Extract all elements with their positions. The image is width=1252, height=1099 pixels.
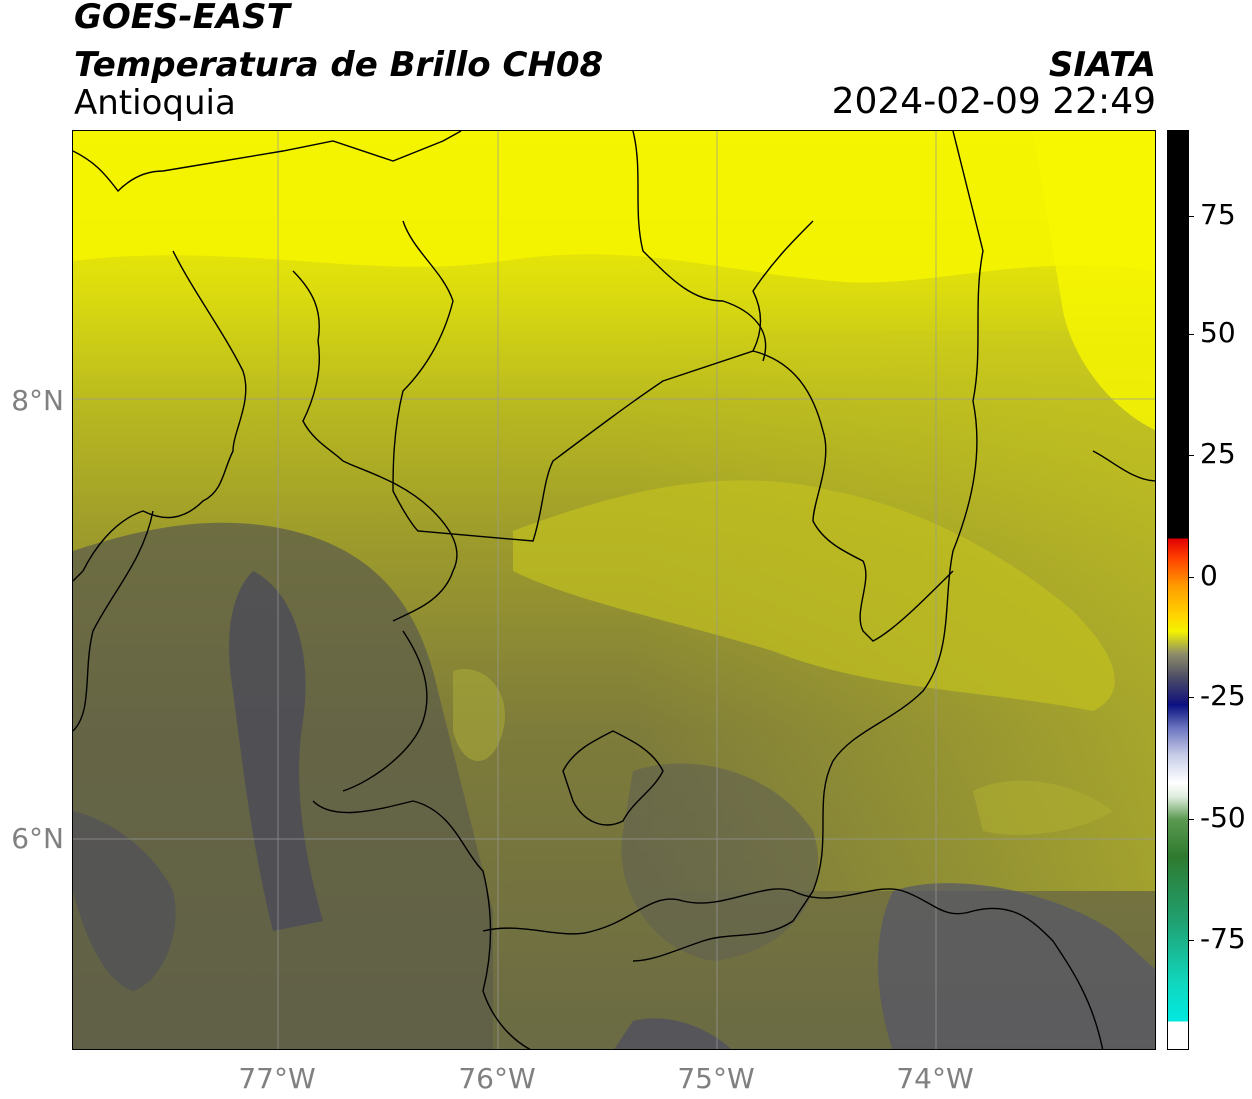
colorbar-tick (1188, 216, 1194, 217)
lon-tick-label: 77°W (238, 1062, 316, 1095)
magdalena-border (632, 131, 984, 962)
chocó-river (73, 510, 154, 732)
colorbar-tick (1188, 455, 1194, 456)
colorbar-tick (1188, 577, 1194, 578)
temperature-field (73, 131, 1155, 1049)
colorbar-tick-label: 0 (1200, 559, 1218, 592)
gulf-uraba-east (292, 270, 458, 622)
lon-tick-label: 75°W (677, 1062, 755, 1095)
boundary-lines (73, 131, 1155, 1049)
map-panel[interactable] (72, 130, 1156, 1050)
medellin-area (562, 730, 664, 826)
colorbar-tick-label: 50 (1200, 316, 1236, 349)
grid-lines (73, 131, 1155, 1049)
southern-border (312, 800, 531, 1049)
department-border-east (752, 350, 954, 642)
colorbar-tick (1188, 819, 1194, 820)
region-label: Antioquia (74, 83, 236, 123)
lat-tick-label: 8°N (11, 384, 64, 417)
coastline-caribbean (73, 131, 462, 193)
satellite-title: GOES-EAST (74, 0, 290, 37)
colorbar-tick-label: -75 (1200, 922, 1246, 955)
central-outline (342, 630, 428, 792)
colorbar-tick (1188, 940, 1194, 941)
organization-label: SIATA (1048, 45, 1156, 85)
coastline-uraba (73, 250, 247, 582)
east-coast-river (1092, 450, 1155, 482)
colorbar-tick (1188, 334, 1194, 335)
colorbar-tick-label: 75 (1200, 198, 1236, 231)
colorbar-tick-label: -25 (1200, 679, 1246, 712)
temperature-colorbar (1167, 130, 1189, 1050)
colorbar-tick-label: -50 (1200, 801, 1246, 834)
timestamp-label: 2024-02-09 22:49 (831, 81, 1156, 122)
lon-tick-label: 76°W (458, 1062, 536, 1095)
southern-border-2 (482, 888, 1104, 1049)
lon-tick-label: 74°W (896, 1062, 974, 1095)
lat-tick-label: 6°N (11, 822, 64, 855)
colorbar-tick (1188, 697, 1194, 698)
river-sinu-border (632, 131, 767, 362)
brightness-temperature-map (73, 131, 1155, 1049)
colorbar-tick-label: 25 (1200, 437, 1236, 470)
product-title: Temperatura de Brillo CH08 (74, 45, 604, 85)
